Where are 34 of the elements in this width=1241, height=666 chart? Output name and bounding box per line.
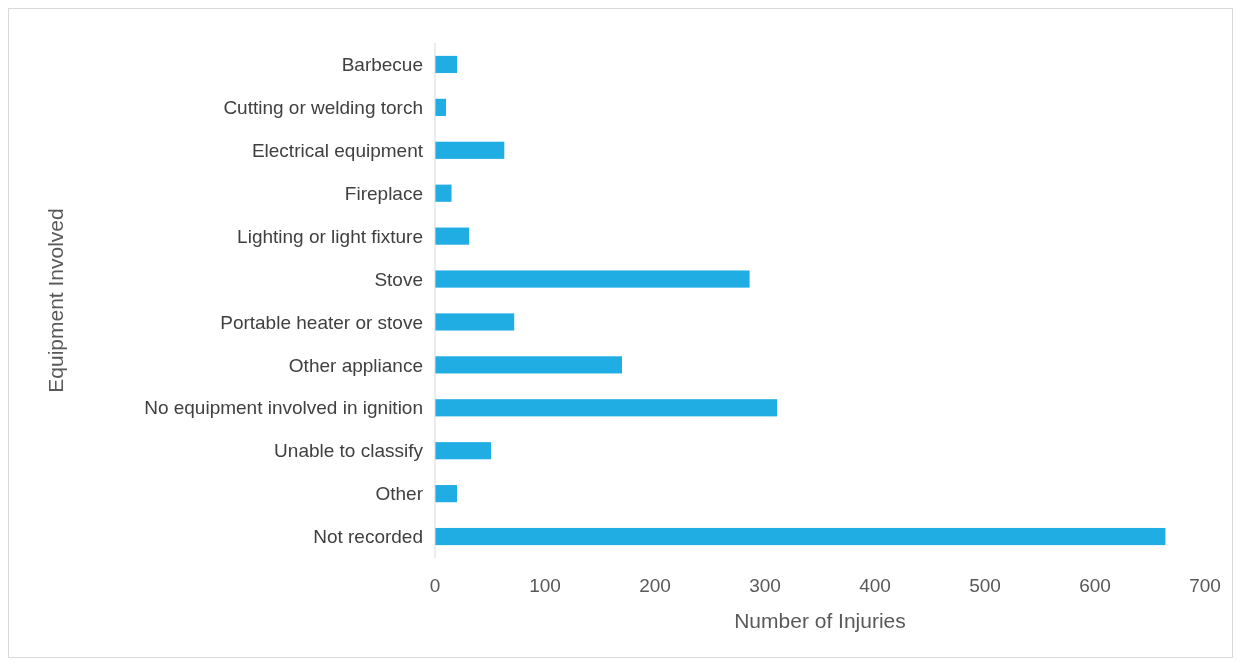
x-tick-label: 600 xyxy=(1079,575,1111,596)
bar xyxy=(435,527,1166,546)
bar xyxy=(435,270,750,288)
y-tick-label: Lighting or light fixture xyxy=(237,225,423,247)
y-tick-label: Fireplace xyxy=(344,182,423,204)
bar xyxy=(435,227,470,245)
x-tick-label: 200 xyxy=(639,575,671,596)
bar xyxy=(435,356,622,374)
y-axis-title: Equipment Involved xyxy=(44,208,67,393)
y-tick-label: Other xyxy=(375,483,424,505)
bar xyxy=(435,55,457,74)
bar xyxy=(435,485,457,503)
y-tick-label: Not recorded xyxy=(313,526,423,548)
x-tick-label: 700 xyxy=(1189,575,1221,596)
x-tick-label: 300 xyxy=(749,575,781,596)
y-tick-label: Unable to classify xyxy=(274,440,424,462)
x-tick-label: 0 xyxy=(429,575,441,596)
bar xyxy=(435,184,452,202)
x-tick-label: 100 xyxy=(529,575,561,596)
bar xyxy=(435,313,515,331)
bar xyxy=(435,141,505,159)
x-tick-label: 400 xyxy=(859,575,891,596)
x-axis-title: Number of Injuries xyxy=(734,609,906,632)
y-tick-label: Portable heater or stove xyxy=(220,311,423,333)
y-tick-label: Electrical equipment xyxy=(251,139,424,161)
y-tick-label: Cutting or welding torch xyxy=(223,97,423,119)
y-tick-label: No equipment involved in ignition xyxy=(144,397,423,419)
bar xyxy=(435,442,492,460)
y-tick-label: Barbecue xyxy=(341,54,423,76)
x-tick-label: 500 xyxy=(969,575,1001,596)
y-tick-label: Other appliance xyxy=(288,354,423,376)
bar xyxy=(435,399,778,417)
bar xyxy=(435,98,446,116)
y-tick-label: Stove xyxy=(374,268,423,290)
